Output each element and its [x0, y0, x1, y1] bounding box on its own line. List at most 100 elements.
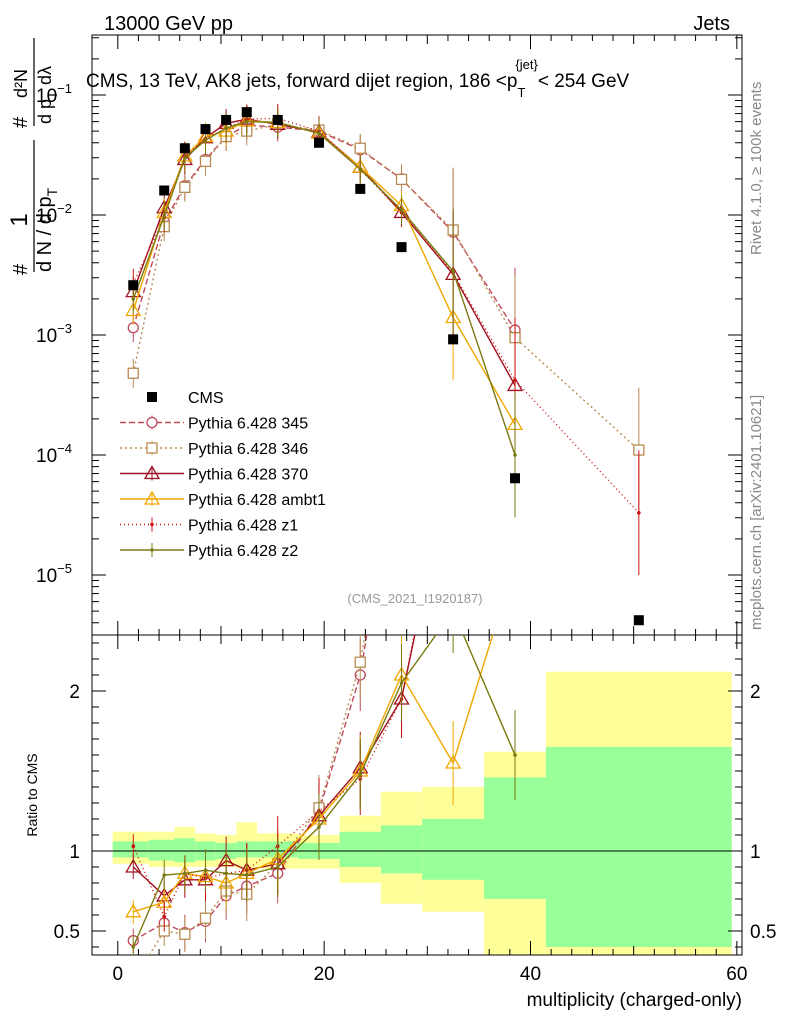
series-marker-main	[127, 367, 139, 379]
site-label: mcplots.cern.ch [arXiv:2401.10621]	[748, 395, 765, 630]
ratio-band-green	[422, 819, 485, 880]
rivet-version-label: Rivet 4.1.0, ≥ 100k events	[748, 82, 765, 255]
x-axis-title: multiplicity (charged-only)	[527, 990, 742, 1011]
series-marker-ratio	[446, 444, 460, 456]
legend-label-cms: CMS	[188, 390, 224, 407]
series-marker-ratio	[131, 844, 136, 848]
series-marker-ratio	[224, 871, 228, 876]
series-marker-main	[358, 167, 363, 172]
series-marker-main	[179, 181, 191, 193]
ratio-band-green	[174, 838, 196, 863]
legend: CMS Pythia 6.428 345 Pythia 6.428 346 Pythi…	[120, 390, 326, 560]
ratio-tick-label-left: 0.5	[54, 922, 80, 943]
series-marker-ratio	[199, 912, 212, 924]
svg-text:d²N: d²N	[11, 69, 31, 98]
series-marker-main	[131, 297, 136, 301]
svg-text:#: #	[10, 116, 32, 128]
cms-data-point	[200, 124, 211, 135]
series-marker-main	[513, 453, 517, 457]
analysis-label: (CMS_2021_I1920187)	[347, 591, 482, 606]
series-marker-ratio	[179, 928, 191, 940]
y-tick-label: 10−5	[36, 561, 72, 587]
axes	[91, 34, 743, 956]
svg-text:#: #	[10, 263, 32, 275]
series-marker-ratio	[397, 414, 407, 424]
legend-label: Pythia 6.428 346	[188, 441, 308, 458]
series-marker-ratio	[354, 656, 366, 668]
series-marker-ratio	[399, 681, 404, 685]
series-marker-ratio	[397, 414, 407, 424]
plot-title: CMS, 13 TeV, AK8 jets, forward dijet reg…	[86, 57, 630, 100]
ratio-band-green	[380, 825, 423, 874]
series-marker-ratio	[183, 871, 187, 876]
svg-text:d N / d pT: d N / d pT	[34, 187, 60, 272]
series-marker-ratio	[275, 865, 280, 869]
series-marker-main	[354, 142, 366, 154]
main-panel-series	[125, 103, 645, 626]
series-line-ratio	[132, 635, 516, 948]
process-label: Jets	[693, 13, 730, 35]
legend-marker	[146, 442, 158, 454]
x-tick-label: 40	[520, 964, 541, 985]
cms-data-point	[241, 107, 252, 118]
legend-label: Pythia 6.428 z1	[188, 518, 298, 535]
cms-data-point	[448, 334, 459, 345]
series-marker-ratio	[444, 754, 462, 769]
series-marker-ratio	[358, 772, 363, 776]
legend-marker	[150, 548, 154, 552]
ratio-tick-label-left: 2	[69, 682, 80, 703]
legend-marker-cms	[147, 392, 157, 402]
ratio-band-green	[545, 747, 732, 947]
legend-label: Pythia 6.428 345	[188, 416, 308, 433]
legend-label: Pythia 6.428 370	[188, 467, 308, 484]
x-tick-label: 20	[314, 964, 335, 985]
series-marker-ratio	[513, 753, 517, 757]
main-axis-title: # 1 d N / d pT # d²N d pTdλ	[6, 38, 60, 275]
series-marker-main	[203, 138, 208, 143]
series-marker-ratio	[128, 976, 138, 986]
ratio-panel-series	[125, 414, 517, 986]
y-tick-label: 10−3	[36, 321, 72, 347]
series-marker-main	[637, 510, 641, 515]
series-marker-ratio	[162, 914, 167, 919]
series-marker-ratio	[451, 609, 455, 613]
series-line-main	[132, 120, 516, 425]
legend-marker	[143, 490, 161, 505]
series-marker-main	[244, 119, 249, 124]
series-marker-ratio	[125, 903, 142, 918]
legend-marker	[146, 416, 158, 429]
cms-data-point	[396, 242, 407, 253]
cms-data-point	[510, 473, 521, 484]
ratio-tick-label-right: 0.5	[750, 922, 776, 943]
legend-label: Pythia 6.428 z2	[188, 543, 298, 560]
cms-data-point	[272, 114, 283, 125]
ratio-band-green	[339, 831, 381, 867]
series-marker-main	[395, 173, 408, 186]
x-tick-label: 60	[726, 964, 747, 985]
series-marker-main	[451, 269, 455, 274]
series-marker-main	[125, 302, 142, 317]
svg-text:d pTdλ: d pTdλ	[35, 66, 60, 124]
series-marker-main	[162, 214, 167, 218]
cms-data-point	[313, 137, 324, 148]
x-tick-label: 0	[113, 964, 124, 985]
ratio-band-green	[148, 839, 175, 861]
series-marker-main	[224, 126, 228, 130]
series-marker-main	[199, 155, 212, 167]
series-marker-main	[183, 155, 187, 160]
cms-data-point	[633, 615, 644, 626]
series-marker-ratio	[162, 873, 167, 877]
ratio-uncertainty-bands	[112, 671, 732, 955]
legend-marker	[150, 522, 154, 527]
series-marker-ratio	[317, 825, 321, 829]
series-marker-ratio	[131, 945, 136, 949]
series-marker-ratio	[451, 433, 455, 437]
ratio-axis-title: Ratio to CMS	[24, 753, 40, 836]
energy-label: 13000 GeV pp	[104, 13, 233, 35]
cms-data-point	[221, 114, 232, 125]
cms-data-point	[128, 280, 139, 291]
y-tick-label: 10−4	[36, 441, 72, 467]
series-line-main	[132, 120, 516, 456]
